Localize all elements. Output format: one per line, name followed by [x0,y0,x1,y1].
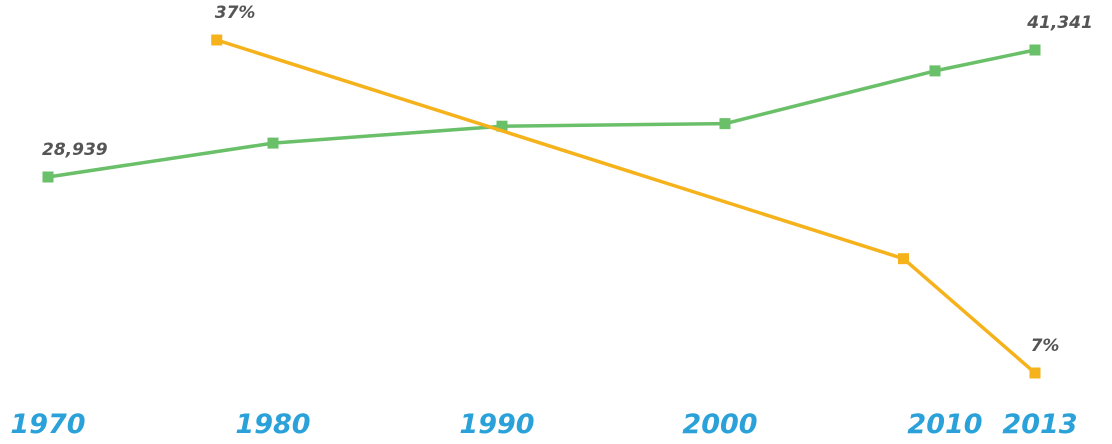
data-label: 7% [1031,336,1060,356]
x-tick-label: 1970 [10,409,85,440]
data-label: 37% [215,3,256,23]
x-tick-label: 2013 [1002,409,1077,440]
x-axis: 1970 1980 1990 2000 2010 2013 [10,409,1077,440]
x-tick-label: 2010 [907,409,982,440]
data-point [211,34,223,46]
data-point [898,253,909,265]
x-tick-label: 1990 [459,409,534,440]
series-line [47,48,1036,179]
data-label: 28,939 [42,140,108,160]
data-point [929,65,941,77]
data-point [719,118,731,130]
series-layer: 28,939 41,341 37% 7% [42,3,1093,379]
data-point [267,137,279,149]
data-point [496,120,508,132]
x-tick-label: 2000 [682,409,757,440]
data-label: 41,341 [1026,13,1093,33]
data-point [1029,367,1041,379]
data-point [1029,44,1041,56]
series-line [216,38,1037,375]
series-2: 37% 7% [211,3,1059,379]
series-1: 28,939 41,341 [42,13,1093,183]
x-tick-label: 1980 [235,409,310,440]
data-point [42,171,54,183]
